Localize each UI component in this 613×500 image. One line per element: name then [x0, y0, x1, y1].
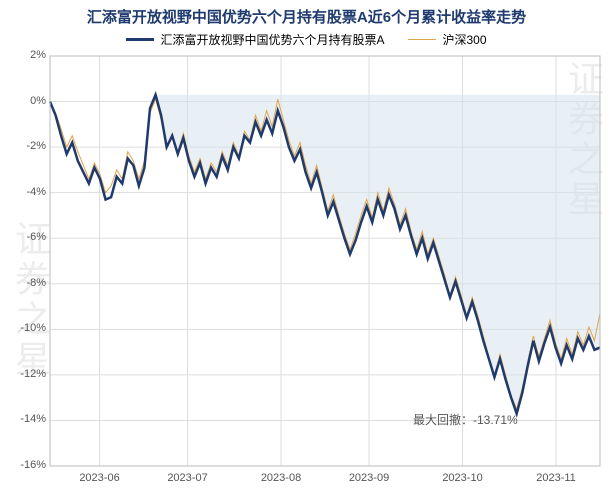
x-tick-label: 2023-11 — [536, 472, 576, 484]
y-tick-label: -16% — [6, 459, 46, 471]
chart-container: 汇添富开放视野中国优势六个月持有股票A近6个月累计收益率走势 汇添富开放视野中国… — [0, 0, 613, 500]
y-tick-label: -8% — [6, 277, 46, 289]
x-tick-label: 2023-10 — [442, 472, 482, 484]
plot-area — [0, 0, 613, 500]
y-tick-label: -10% — [6, 322, 46, 334]
y-tick-label: -2% — [6, 140, 46, 152]
x-tick-label: 2023-09 — [349, 472, 389, 484]
y-tick-label: -14% — [6, 413, 46, 425]
x-tick-label: 2023-06 — [79, 472, 119, 484]
max-drawdown-annotation: 最大回撤：-13.71% — [413, 411, 518, 428]
y-tick-label: 0% — [6, 95, 46, 107]
y-tick-label: 2% — [6, 49, 46, 61]
x-tick-label: 2023-08 — [261, 472, 301, 484]
y-tick-label: -4% — [6, 186, 46, 198]
y-tick-label: -6% — [6, 231, 46, 243]
x-tick-label: 2023-07 — [167, 472, 207, 484]
y-tick-label: -12% — [6, 368, 46, 380]
